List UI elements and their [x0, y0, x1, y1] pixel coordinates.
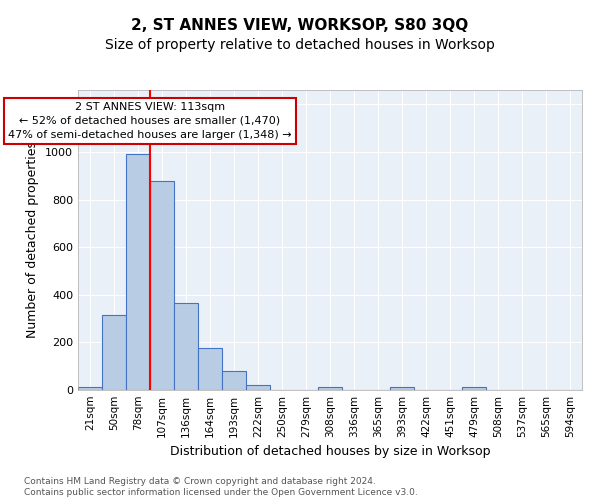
Bar — [174, 303, 198, 390]
Bar — [222, 372, 246, 390]
Text: Size of property relative to detached houses in Worksop: Size of property relative to detached ho… — [105, 38, 495, 52]
Bar — [150, 181, 174, 390]
Bar — [246, 385, 270, 390]
Bar — [462, 387, 486, 390]
Text: 2, ST ANNES VIEW, WORKSOP, S80 3QQ: 2, ST ANNES VIEW, WORKSOP, S80 3QQ — [131, 18, 469, 32]
X-axis label: Distribution of detached houses by size in Worksop: Distribution of detached houses by size … — [170, 446, 490, 458]
Y-axis label: Number of detached properties: Number of detached properties — [26, 142, 40, 338]
Bar — [126, 154, 150, 390]
Text: 2 ST ANNES VIEW: 113sqm
← 52% of detached houses are smaller (1,470)
47% of semi: 2 ST ANNES VIEW: 113sqm ← 52% of detache… — [8, 102, 292, 140]
Bar — [390, 387, 414, 390]
Bar — [102, 316, 126, 390]
Bar — [198, 348, 222, 390]
Bar — [78, 387, 102, 390]
Bar — [318, 387, 342, 390]
Text: Contains HM Land Registry data © Crown copyright and database right 2024.
Contai: Contains HM Land Registry data © Crown c… — [24, 478, 418, 497]
